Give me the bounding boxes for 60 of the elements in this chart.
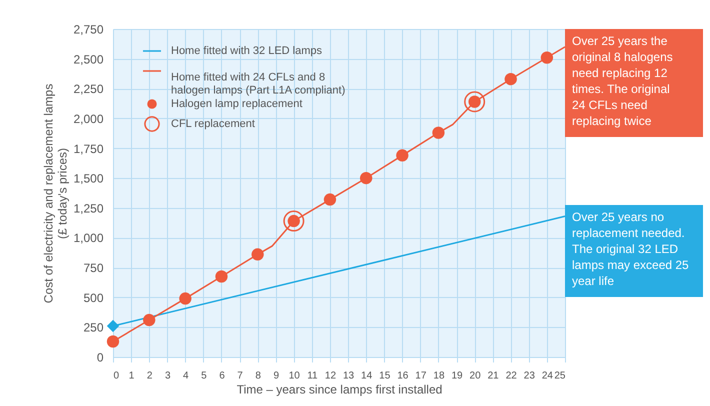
point <box>215 270 228 283</box>
y-tick-label: 500 <box>83 290 104 305</box>
y-tick-label: 2,250 <box>73 82 104 96</box>
y-tick-label: 1,250 <box>73 201 104 216</box>
y-tick-label: 2,000 <box>73 112 104 126</box>
x-tick-label: 23 <box>524 370 536 382</box>
x-tick-label: 25 <box>554 370 566 382</box>
x-tick-label: 15 <box>379 370 391 382</box>
point <box>252 248 264 261</box>
point <box>283 210 304 232</box>
y-tick-label: 250 <box>83 320 104 335</box>
y-tick-label: 2,500 <box>73 52 104 66</box>
legend-label: Halogen lamp replacement <box>171 98 302 110</box>
y-tick-label: 2,750 <box>73 22 104 36</box>
x-tick-label: 17 <box>415 370 427 382</box>
point <box>464 91 486 112</box>
x-tick-label: 18 <box>433 370 445 382</box>
legend-label: CFL replacement <box>171 118 255 130</box>
legend-label: Home fitted with 32 LED lamps <box>171 45 323 57</box>
y-axis-title: Cost of electricity and replacement lamps (£ today's prices) <box>41 84 70 304</box>
x-tick-label: 3 <box>164 370 171 382</box>
point <box>143 314 156 326</box>
y-tick-label: 1,500 <box>73 172 104 186</box>
point <box>432 126 445 139</box>
point <box>540 52 554 64</box>
x-tick-label: 22 <box>506 370 518 382</box>
x-tick-label: 9 <box>273 370 280 382</box>
point <box>360 172 372 184</box>
x-tick-label: 4 <box>183 370 190 382</box>
x-tick-label: 13 <box>342 370 355 382</box>
point <box>106 335 120 348</box>
y-tick-label: 1,000 <box>73 231 104 246</box>
text: Over 25 years no replacement needed. The original 32 LED lamps may exceed 25 year life <box>572 210 690 288</box>
x-tick-label: 16 <box>397 370 409 382</box>
x-tick-label: 24 <box>542 370 554 382</box>
legend-label: Home fitted with 24 CFLs and 8 halogen lamps (Part L1A compliant) <box>171 72 346 96</box>
point <box>179 292 192 305</box>
point <box>106 320 120 332</box>
point <box>396 149 408 162</box>
y-tick-label: 0 <box>96 350 104 364</box>
y-tick-label: 1,750 <box>73 142 104 156</box>
y-tick-label: 750 <box>83 261 104 276</box>
x-tick-label: 12 <box>324 370 336 382</box>
x-tick-label: 6 <box>219 370 226 382</box>
x-tick-label: 5 <box>201 370 208 382</box>
x-axis-title: Time – years since lamps first installed <box>236 382 442 396</box>
point <box>324 193 336 206</box>
x-tick-label: 0 <box>114 370 120 382</box>
text: Over 25 years the original 8 halogens need replacing 12 times. The original 24 CFLs need replacing twice <box>572 34 673 128</box>
x-tick-label: 1 <box>128 370 135 382</box>
x-tick-label: 11 <box>307 370 318 382</box>
x-tick-label: 7 <box>237 370 244 382</box>
x-tick-label: 8 <box>255 370 262 382</box>
x-tick-label: 21 <box>488 370 500 382</box>
x-tick-label: 2 <box>146 370 153 382</box>
point <box>504 72 517 86</box>
x-tick-label: 20 <box>470 370 482 382</box>
x-tick-label: 19 <box>451 370 464 382</box>
x-tick-label: 14 <box>361 370 373 382</box>
x-tick-label: 10 <box>288 370 300 382</box>
